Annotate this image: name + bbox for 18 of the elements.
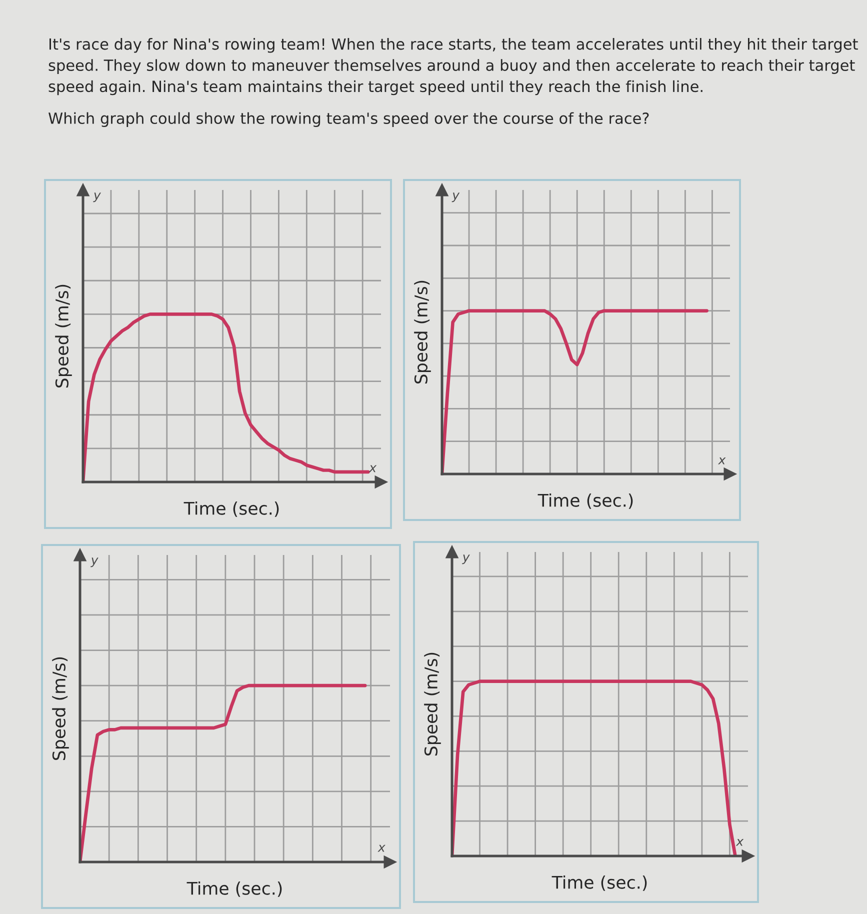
- y-axis-title: Speed (m/s): [55, 284, 72, 388]
- y-axis-title: Speed (m/s): [414, 280, 431, 384]
- text: It's race day for Nina's rowing team! When the race starts, the team accelerates until they hit their target speed. They slow down to maneuver themselves around a buoy and then accelerate to reach their target speed again. Nina's team maintains their target speed until they reach the finish line.: [48, 38, 858, 96]
- text: y: [93, 192, 101, 202]
- x-axis-title: Time (sec.): [552, 875, 647, 891]
- chart-subtitle: Which graph could show the rowing team's speed over the course of the race?: [48, 112, 649, 127]
- annotation: x: [718, 457, 726, 464]
- y-axis-title: Speed (m/s): [424, 652, 441, 756]
- annotation: x: [368, 465, 377, 472]
- text: y: [462, 554, 470, 564]
- x-axis-title: Time (sec.): [186, 881, 282, 897]
- text: y: [452, 192, 460, 202]
- annotation: x: [378, 844, 386, 852]
- y-axis-title: Speed (m/s): [52, 657, 69, 760]
- x-axis-title: Time (sec.): [538, 493, 633, 509]
- annotation: x: [736, 838, 744, 846]
- text: y: [90, 558, 98, 568]
- x-axis-title: Time (sec.): [184, 501, 279, 517]
